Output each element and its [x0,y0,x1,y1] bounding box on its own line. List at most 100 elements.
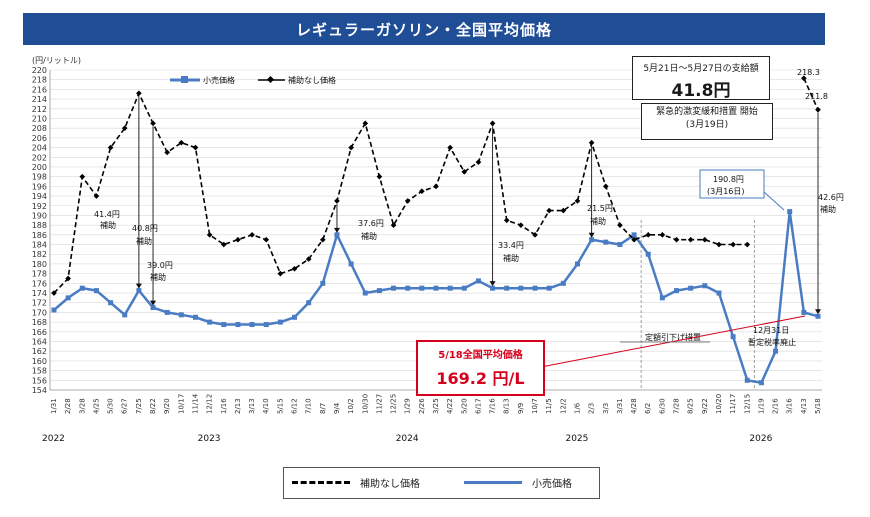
legend-retail-label: 小売価格 [203,75,235,85]
no-subsidy-point [235,236,241,243]
retail-point [546,285,552,291]
subsidy-label-2b: 補助 [136,236,152,246]
y-axis-label: (円/リットル) [32,56,81,65]
dashed-dividers [640,220,755,388]
no-subsidy-point [404,198,411,204]
x-tick-label: 11/14 [191,393,199,414]
y-tick-label: 210 [32,114,47,123]
subsidy-arrows [135,96,821,315]
y-tick-label: 176 [32,279,47,288]
y-tick-label: 186 [32,231,47,240]
y-tick-label: 192 [32,202,47,211]
x-tick-label: 12/12 [206,394,214,414]
no-subsidy-point [503,217,510,224]
retail-point [801,309,807,315]
y-tick-label: 172 [32,299,47,308]
y-tick-label: 206 [32,134,47,143]
no-subsidy-point [447,144,453,151]
no-subsidy-point [362,120,369,127]
x-tick-label: 1/29 [404,398,412,414]
x-tick-label: 1/31 [50,398,58,414]
y-tick-label: 158 [32,367,47,376]
x-tick-label: 5/20 [460,398,468,414]
avg-callout-line [540,315,806,368]
retail-price-series [51,209,821,386]
no-subsidy-point [588,139,595,146]
x-tick-label: 9/9 [517,403,525,414]
payment-amount-box: 5月21日～5月27日の支給額 41.8円 [632,56,770,101]
x-tick-label: 5/18 [814,398,822,414]
retail-point [150,305,156,311]
subsidy-label-4b: 補助 [361,231,377,241]
subsidy-arrowhead [333,227,340,233]
y-tick-label: 190 [32,211,47,220]
x-tick-label: 6/27 [121,398,129,414]
y-tick-label: 188 [32,221,47,230]
y-tick-label: 196 [32,182,47,191]
no-subsidy-point [164,149,171,156]
no-subsidy-point [716,241,722,248]
average-value: 169.2 円/L [436,369,525,388]
subsidy-arrowhead [815,309,821,315]
no-subsidy-point [673,236,680,243]
retail-point [108,300,114,306]
national-average-box: 5/18全国平均価格 169.2 円/L [416,340,545,396]
x-tick-label: 2/3 [588,403,596,414]
retail-point [787,209,793,215]
y-tick-label: 164 [32,338,47,347]
retail-point [221,322,227,328]
subsidy-label-3b: 補助 [150,272,166,282]
retail-point [490,285,496,291]
retail-point [348,261,354,267]
no-subsidy-point [617,222,623,228]
x-tick-label: 6/30 [658,398,666,414]
no-subsidy-point [687,236,694,243]
bottom-legend-nosub-label: 補助なし価格 [360,479,420,490]
retail-point [589,237,595,243]
subsidy-label-2: 40.8円 [132,224,158,233]
no-subsidy-point [489,120,496,127]
x-tick-label: 4/25 [92,398,100,414]
retail-point [475,278,481,284]
no-subsidy-point [461,168,468,175]
y-tick-label: 170 [32,308,47,317]
x-tick-label: 11/5 [545,398,553,414]
x-tick-label: 3/16 [786,398,794,414]
y-tick-label: 200 [32,163,47,172]
retail-point [277,319,283,325]
average-label: 5/18全国平均価格 [438,350,523,361]
spike-callout-box [699,169,765,199]
no-subsidy-point [659,232,666,238]
subsidy-label-1: 41.4円 [94,210,120,219]
y-tick-label: 216 [32,85,47,94]
no-subsidy-point [150,120,156,127]
payment-amount: 41.8円 [671,81,731,101]
x-tick-label: 2/13 [234,398,242,414]
x-tick-label: 3/13 [248,398,256,414]
x-tick-label: 1/19 [757,398,765,414]
retail-point [405,285,411,291]
bottom-legend-nosub: 補助なし価格 [292,475,420,490]
retail-point [560,280,566,286]
retail-point [518,285,524,291]
y-tick-label: 180 [32,260,47,269]
x-tick-label: 7/10 [305,398,313,414]
no-subsidy-point [631,236,637,243]
x-tick-label: 3/3 [602,403,610,414]
no-subsidy-point [192,144,199,151]
x-tick-label: 8/13 [503,398,511,414]
x-tick-label: 4/28 [630,398,638,414]
x-tick-label: 10/20 [715,394,723,414]
x-tick-label: 2/16 [772,398,780,414]
retail-point [574,261,580,267]
x-tick-label: 3/25 [432,398,440,414]
retail-point [730,334,736,340]
no-subsidy-point [574,198,581,204]
retail-point [688,285,694,291]
retail-point [306,300,312,306]
peak-label-2: 211.8 [805,92,828,101]
y-tick-label: 154 [32,386,47,395]
retail-point [320,280,326,286]
legend-nosub-marker [266,75,275,84]
bottom-legend-retail-label: 小売価格 [532,479,572,490]
